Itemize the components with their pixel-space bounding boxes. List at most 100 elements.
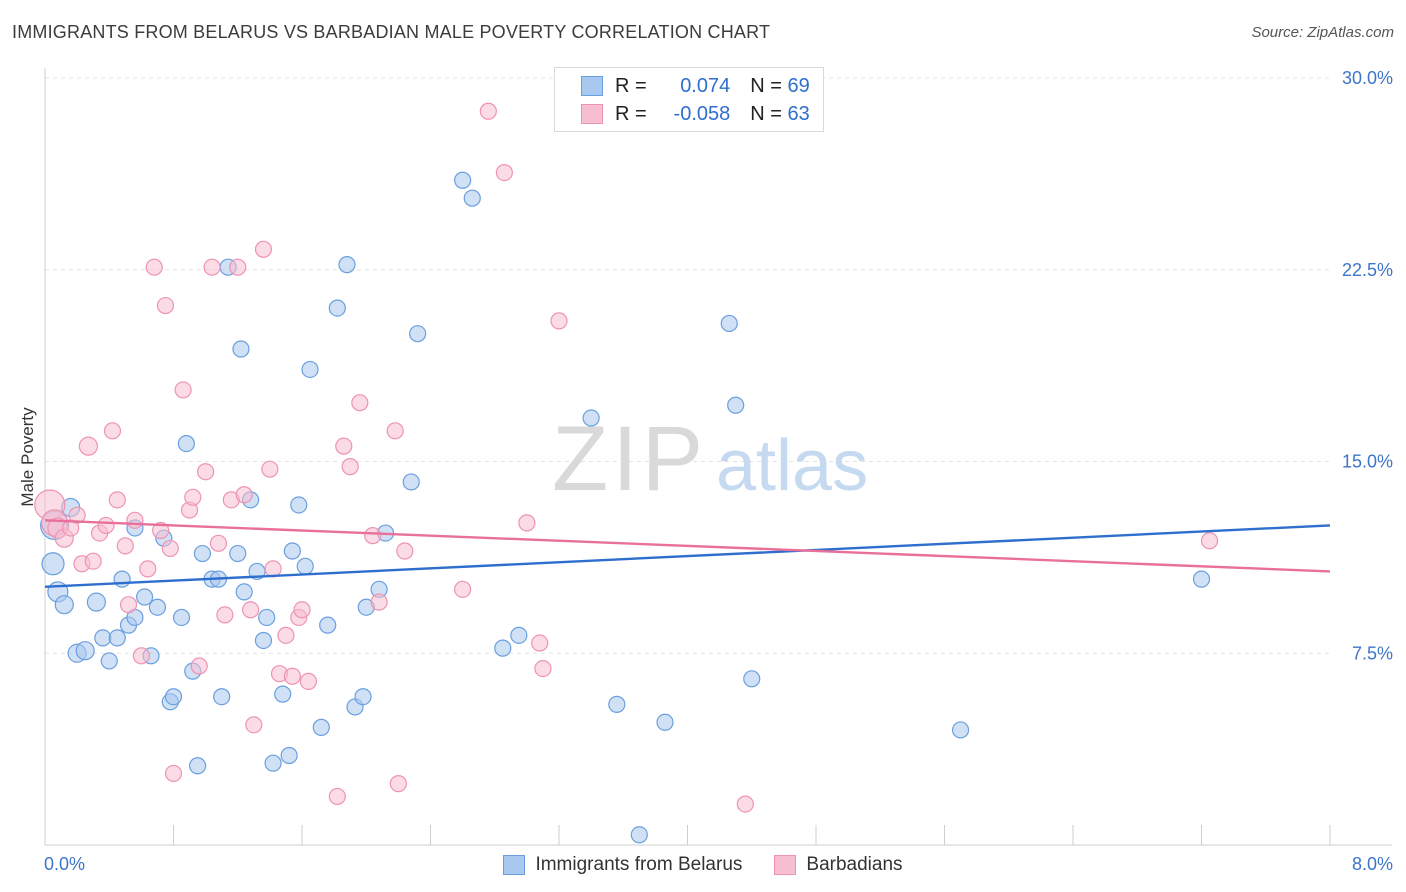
belarus-point [280,746,298,765]
chart-title: IMMIGRANTS FROM BELARUS VS BARBADIAN MAL… [12,22,771,42]
barbadian-point [277,626,295,644]
watermark-atlas: atlas [716,426,868,506]
belarus-point [75,641,95,661]
belarus-point [274,685,292,703]
belarus-point [258,608,276,627]
grid-layer [45,77,1330,654]
belarus-point [409,325,427,343]
legend-row-barbadians: R = -0.058 N = 63 [581,102,810,126]
stats-legend: R = 0.074 N = 69 R = -0.058 N = 63 [554,67,824,132]
belarus-point [113,570,131,588]
legend-n-value: 69 [787,74,810,97]
x-tick-label: 0.0% [44,854,85,874]
barbadian-point [341,458,359,476]
barbadian-point [550,312,568,330]
barbadian-point [386,422,404,440]
barbadian-point [534,659,552,678]
belarus-point [630,826,648,844]
legend-row-belarus: R = 0.074 N = 69 [581,74,810,98]
belarus-point [229,544,247,563]
belarus-point [354,688,372,706]
series-legend-belarus[interactable]: Immigrants from Belarus [503,854,742,876]
belarus-point [172,608,191,627]
barbadian-point [190,657,208,675]
barbadian-point [454,580,472,598]
belarus-point [296,557,314,575]
barbadian-point [229,258,247,276]
barbadian-point [68,506,86,524]
y-tick-label: 15.0% [1342,452,1393,472]
barbadian-point [164,764,183,783]
watermark-zip: ZIP [552,408,707,510]
series-legend-barbadians[interactable]: Barbadians [774,854,903,876]
barbadian-point [103,422,122,440]
barbadian-point [197,463,215,481]
barbadian-point [116,537,134,555]
barbadian-point [389,775,407,793]
watermark: ZIP atlas [552,408,868,510]
legend-r-label: R = [615,102,653,125]
barbadian-point [156,296,175,315]
barbadian-point [1200,532,1219,550]
barbadian-point [396,542,414,560]
legend-r-value: -0.058 [673,102,731,125]
belarus-point [608,695,626,713]
series-label-barbadians: Barbadians [806,854,903,875]
belarus-point [177,435,195,453]
x-tick-label: 8.0% [1352,854,1393,874]
belarus-point [100,652,118,670]
barbadian-point [242,601,260,619]
belarus-point [656,713,674,731]
belarus-point [283,542,301,560]
y-tick-label: 22.5% [1342,260,1393,280]
barbadian-point [108,491,126,509]
legend-n-value: 63 [787,102,810,125]
barbadian-point [370,593,388,611]
belarus-point [328,299,346,317]
belarus-trend-line [44,524,1331,588]
legend-n-label: N = [750,102,788,125]
belarus-point [402,473,420,491]
belarus-point [41,552,65,576]
belarus-point [108,629,126,647]
belarus-point [193,544,212,563]
belarus-point [235,583,253,601]
belarus-point [312,718,330,736]
series-swatch-blue [503,855,526,875]
barbadian-point [293,601,311,619]
barbadian-point [78,436,98,456]
barbadian-point [261,460,279,478]
belarus-point [54,595,74,615]
legend-swatch-blue [581,76,603,96]
belarus-point [1192,570,1211,588]
belarus-point [148,598,167,616]
belarus-point [232,340,250,358]
legend-r-label: R = [615,74,653,97]
barbadian-point [328,787,346,806]
belarus-point [510,626,528,644]
series-legend: Immigrants from Belarus Barbadians [0,852,1406,878]
belarus-point [290,496,308,514]
belarus-point [338,256,356,274]
belarus-point [135,588,154,606]
belarus-point [213,688,231,706]
barbadian-point [736,795,754,813]
belarus-point [743,670,761,688]
belarus-point [94,629,112,647]
belarus-point [727,396,745,414]
belarus-point [454,171,472,189]
barbadian-point [209,534,228,552]
barbadian-point [254,240,273,258]
belarus-point [582,409,600,427]
barbadian-point [152,521,170,540]
barbadian-point [479,102,497,120]
y-axis-label: Male Poverty [18,407,37,507]
belarus-point [264,754,282,772]
barbadian-point [531,634,549,652]
barbadian-point [351,394,369,412]
belarus-point [494,639,512,657]
barbadian-point [245,716,263,734]
barbadian-point [495,163,513,182]
legend-n-label: N = [750,74,788,97]
